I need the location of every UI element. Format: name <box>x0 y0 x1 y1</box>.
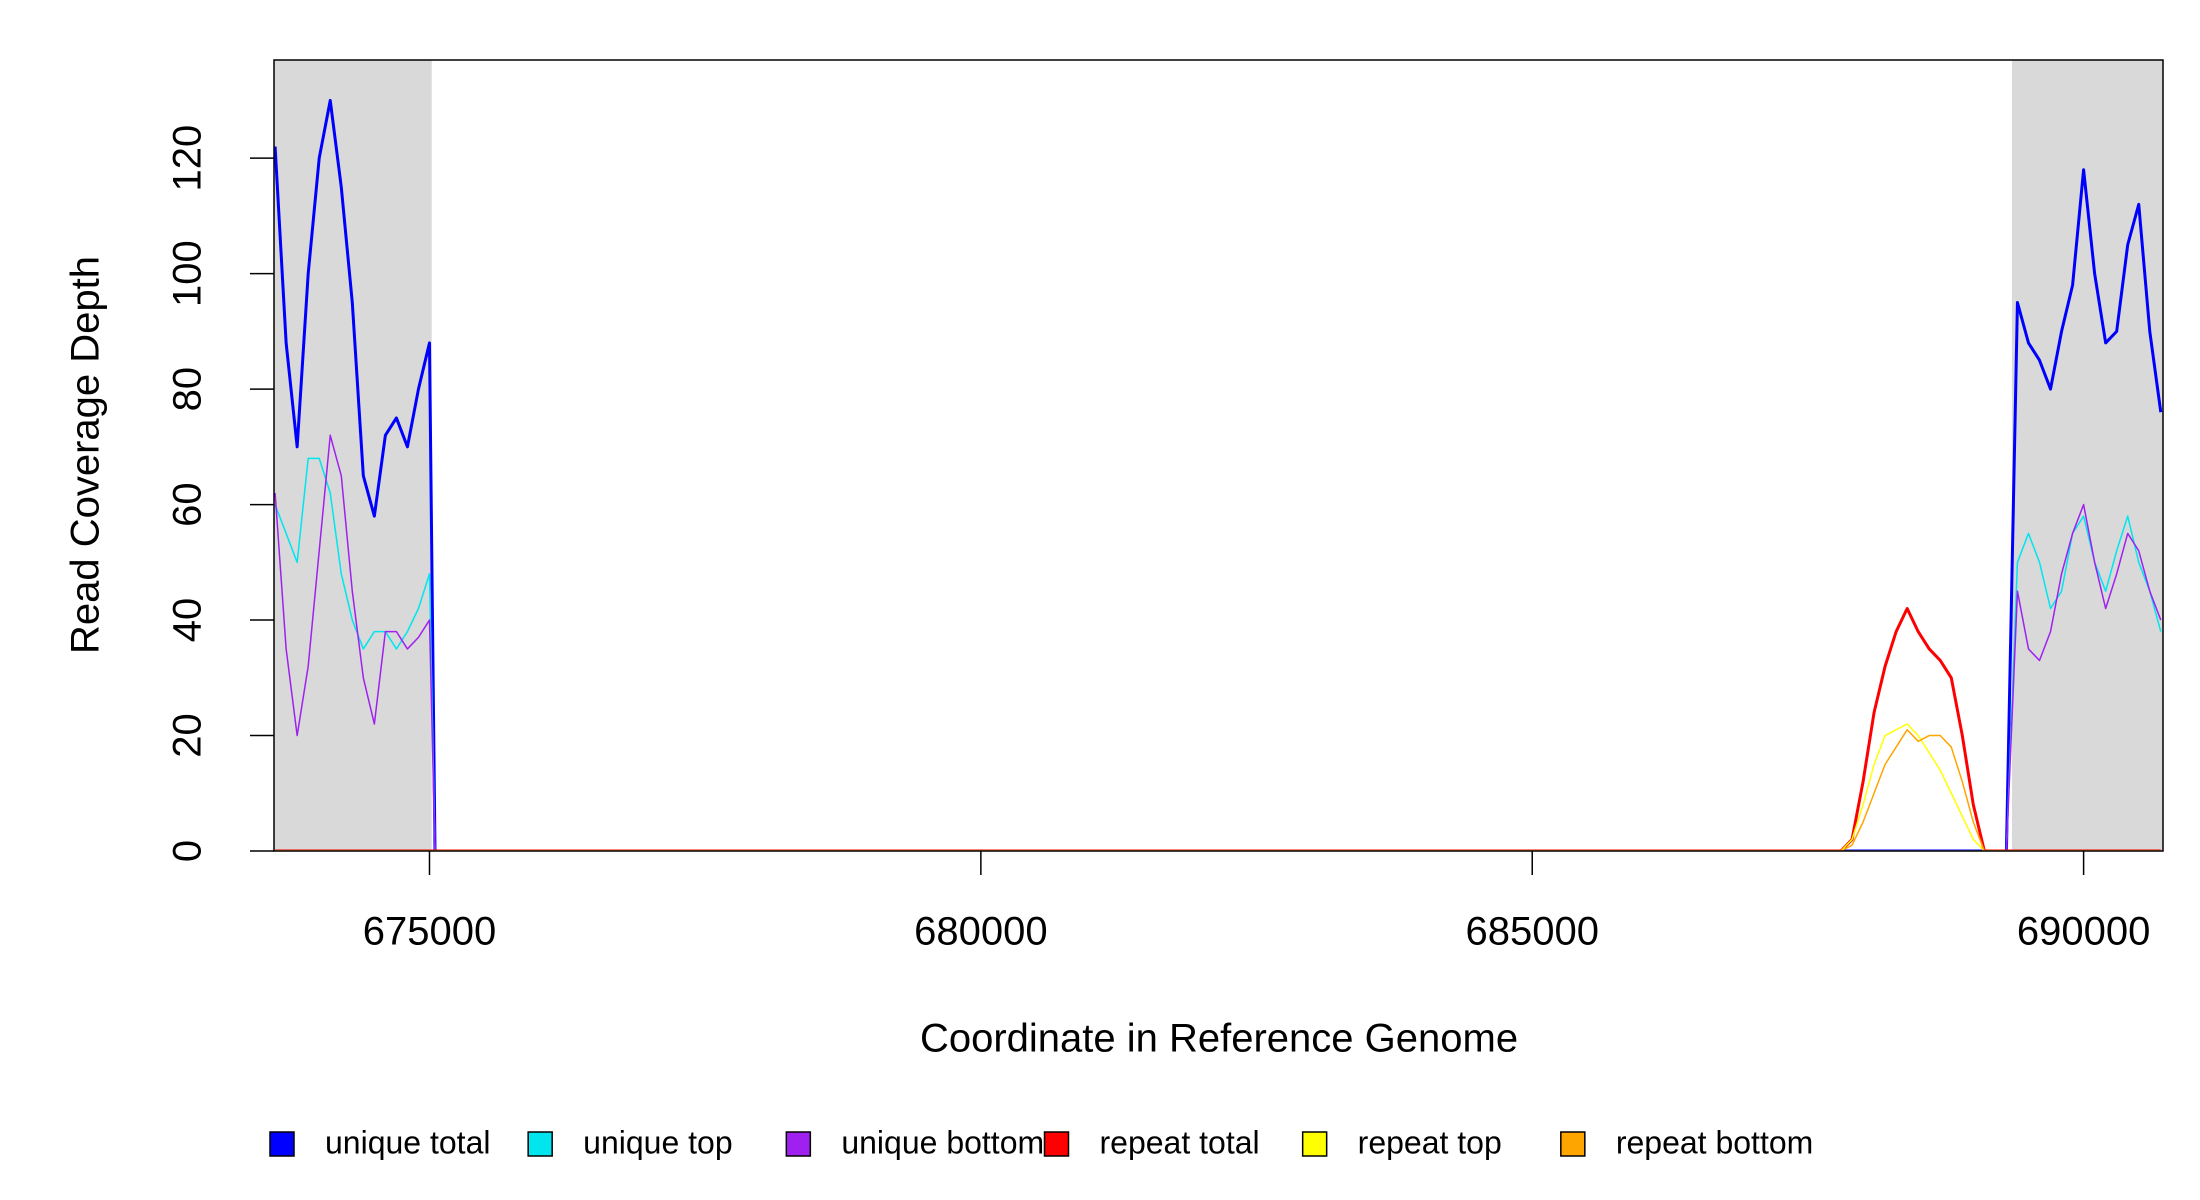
legend-label: repeat bottom <box>1616 1124 1813 1160</box>
x-tick-label: 685000 <box>1465 910 1598 954</box>
y-tick-label: 0 <box>166 840 210 862</box>
plot-frame <box>273 59 2164 852</box>
shaded-region <box>2011 60 2163 851</box>
series-line <box>274 457 2162 851</box>
y-tick-label: 60 <box>166 482 210 527</box>
legend-swatch <box>1301 1131 1328 1157</box>
y-axis-label: Read Coverage Depth <box>64 256 108 654</box>
legend-label: unique total <box>325 1124 490 1160</box>
x-tick-label: 690000 <box>2017 910 2150 954</box>
series-line <box>275 729 2161 851</box>
series-line <box>274 434 2162 851</box>
x-tick-label: 675000 <box>363 910 496 954</box>
series-line <box>275 607 2161 851</box>
y-tick-label: 100 <box>166 240 210 307</box>
legend-swatch <box>1043 1131 1070 1157</box>
legend-label: repeat total <box>1100 1124 1260 1160</box>
series-line <box>274 98 2163 851</box>
legend-label: repeat top <box>1358 1124 1502 1160</box>
x-axis-label: Coordinate in Reference Genome <box>920 1017 1518 1061</box>
x-tick-label: 680000 <box>914 910 1047 954</box>
y-tick-label: 80 <box>166 367 210 412</box>
legend-swatch <box>1560 1131 1586 1157</box>
line-layer <box>274 98 2163 851</box>
series-line <box>275 723 2161 851</box>
shaded-layer <box>274 60 2163 851</box>
legend-label: unique top <box>583 1124 732 1160</box>
legend-label: unique bottom <box>841 1124 1044 1160</box>
legend-swatch <box>527 1131 553 1157</box>
legend-swatch <box>785 1131 812 1157</box>
y-tick-label: 20 <box>166 713 210 758</box>
legend-swatch <box>269 1131 295 1157</box>
y-tick-label: 120 <box>166 125 210 192</box>
y-tick-label: 40 <box>166 598 210 643</box>
